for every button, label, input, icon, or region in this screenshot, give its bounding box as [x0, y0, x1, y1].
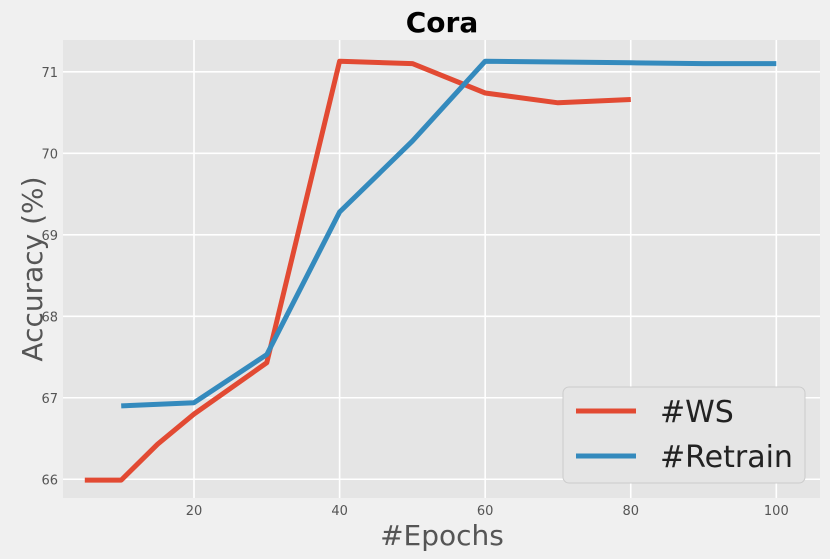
legend: #WS #Retrain — [562, 386, 806, 484]
x-tick-label: 20 — [186, 504, 203, 519]
legend-label-ws: #WS — [660, 395, 734, 430]
chart-title: Cora — [406, 6, 479, 39]
y-tick-label: 69 — [41, 229, 58, 244]
series-lines — [84, 58, 777, 483]
x-axis-ticks: 20 40 60 80 100 — [186, 504, 789, 519]
x-tick-label: 100 — [764, 504, 789, 519]
y-axis-ticks: 66 67 68 69 70 71 — [41, 66, 58, 488]
series-line-ws — [84, 58, 631, 483]
y-tick-label: 70 — [41, 147, 58, 162]
x-axis-label: #Epochs — [380, 519, 504, 552]
x-tick-label: 40 — [331, 504, 348, 519]
y-axis-label: Accuracy (%) — [16, 176, 49, 361]
x-tick-label: 80 — [622, 504, 639, 519]
series-line-retrain — [121, 58, 777, 409]
y-tick-label: 68 — [41, 310, 58, 325]
x-tick-label: 60 — [477, 504, 494, 519]
y-tick-label: 71 — [41, 66, 58, 81]
y-tick-label: 67 — [41, 392, 58, 407]
legend-label-retrain: #Retrain — [660, 440, 793, 475]
y-tick-label: 66 — [41, 473, 58, 488]
